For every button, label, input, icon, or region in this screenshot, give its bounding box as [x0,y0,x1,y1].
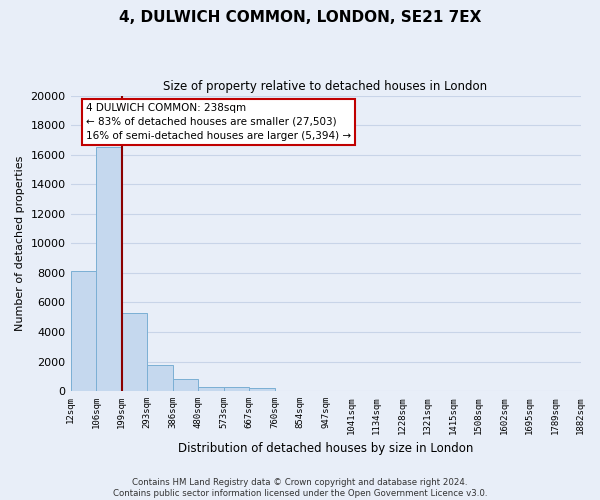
Bar [249,388,275,391]
Bar [147,364,173,391]
Bar [224,388,249,391]
X-axis label: Distribution of detached houses by size in London: Distribution of detached houses by size … [178,442,473,455]
Text: 4 DULWICH COMMON: 238sqm
← 83% of detached houses are smaller (27,503)
16% of se: 4 DULWICH COMMON: 238sqm ← 83% of detach… [86,103,351,141]
Bar [198,386,224,391]
Bar [122,313,147,391]
Text: 4, DULWICH COMMON, LONDON, SE21 7EX: 4, DULWICH COMMON, LONDON, SE21 7EX [119,10,481,25]
Bar [71,272,96,391]
Y-axis label: Number of detached properties: Number of detached properties [15,156,25,331]
Text: Contains HM Land Registry data © Crown copyright and database right 2024.
Contai: Contains HM Land Registry data © Crown c… [113,478,487,498]
Bar [173,380,198,391]
Bar [96,148,122,391]
Title: Size of property relative to detached houses in London: Size of property relative to detached ho… [163,80,488,93]
